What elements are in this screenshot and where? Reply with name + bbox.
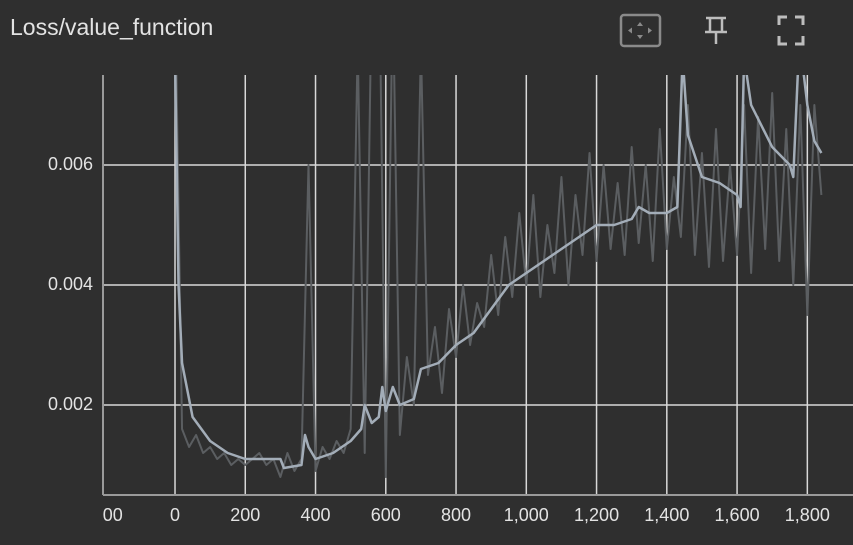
x-tick-label: 1,400 — [644, 505, 689, 525]
x-tick-label: -200 — [87, 505, 123, 525]
plot-area — [174, 75, 823, 478]
chart-title: Loss/value_function — [10, 14, 213, 40]
x-tick-label: 600 — [371, 505, 401, 525]
y-tick-label: 0.002 — [48, 394, 93, 414]
pin-icon[interactable] — [705, 16, 727, 44]
x-tick-label: 1,200 — [574, 505, 619, 525]
x-tick-label: 1,000 — [504, 505, 549, 525]
x-tick-label: 1,800 — [785, 505, 830, 525]
grid — [103, 75, 853, 495]
fit-icon[interactable] — [619, 13, 662, 48]
axes — [102, 75, 853, 496]
y-tick-label: 0.004 — [48, 274, 93, 294]
tick-labels: 0.002 0.004 0.006 -200 0 200 400 600 800 1,000 1,2… — [48, 154, 830, 525]
fullscreen-icon[interactable] — [777, 15, 805, 46]
x-tick-label: 800 — [441, 505, 471, 525]
x-tick-label: 400 — [301, 505, 331, 525]
raw-line — [175, 75, 823, 478]
x-tick-label: 200 — [230, 505, 260, 525]
x-tick-label: 1,600 — [715, 505, 760, 525]
smoothed-line — [174, 75, 823, 470]
y-tick-label: 0.006 — [48, 154, 93, 174]
x-tick-label: 0 — [170, 505, 180, 525]
